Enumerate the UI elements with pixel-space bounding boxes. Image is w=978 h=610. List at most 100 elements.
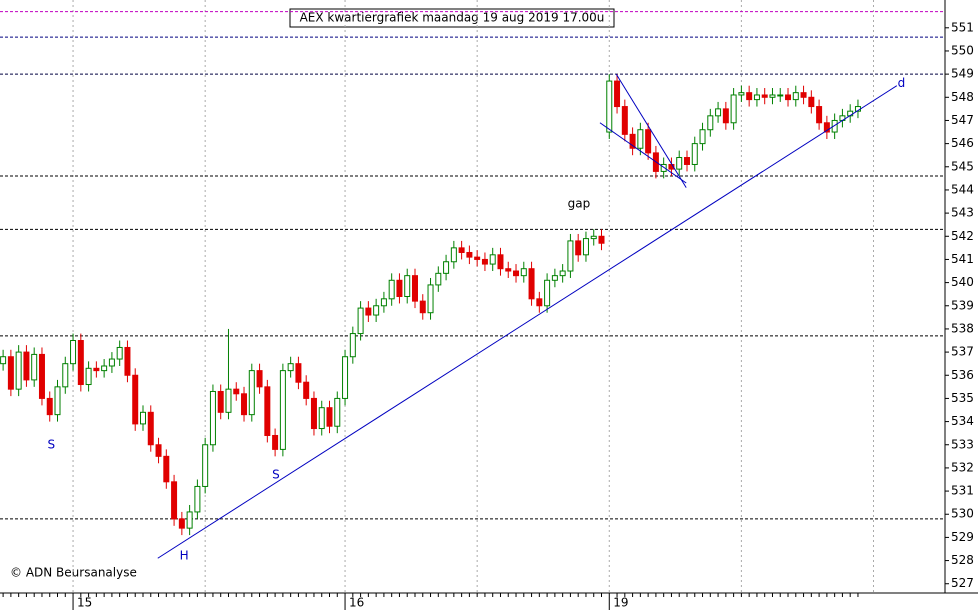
candle-body (15, 351, 22, 390)
y-tick-label: 539 (951, 298, 974, 312)
chart-title: AEX kwartiergrafiek maandag 19 aug 2019 … (300, 11, 605, 25)
source: © ADN Beursanalyse (10, 566, 137, 580)
y-tick-label: 531 (951, 484, 974, 498)
candle-body (582, 238, 589, 256)
candle-body (124, 346, 131, 376)
candle-body (411, 275, 418, 302)
candle-body (93, 367, 100, 372)
candle-body (458, 247, 465, 253)
candle-body (357, 307, 364, 335)
annotation: H (180, 548, 189, 562)
candle-body (598, 235, 605, 244)
y-tick-label: 542 (951, 229, 974, 243)
candle-body (396, 279, 403, 297)
candle-body (334, 397, 341, 427)
annotation: S (272, 467, 280, 481)
y-tick-label: 544 (951, 182, 974, 196)
candle-body (279, 370, 286, 450)
annotation: gap (568, 196, 591, 210)
candle-body (816, 106, 823, 124)
trend-line (615, 73, 687, 188)
candle-body (520, 268, 527, 277)
candle-body (606, 80, 613, 133)
candle-body (536, 298, 543, 307)
candle-body (777, 94, 784, 97)
candle-body (186, 511, 193, 529)
candle-body (295, 363, 302, 383)
candle-body (629, 133, 636, 149)
candle-body (54, 386, 61, 416)
candle-body (800, 92, 807, 98)
x-tick-label: 15 (77, 596, 92, 610)
candle-body (46, 397, 53, 416)
annotation: S (47, 437, 55, 451)
candle-body (753, 94, 760, 101)
candle-body (419, 300, 426, 314)
y-tick-label: 547 (951, 113, 974, 127)
trend-line (157, 85, 898, 559)
y-tick-label: 532 (951, 460, 974, 474)
candle-body (559, 270, 566, 277)
y-tick-label: 550 (951, 43, 974, 57)
candle-body (388, 279, 395, 300)
candle-body (443, 261, 450, 274)
candle-body (808, 96, 815, 108)
y-tick-label: 528 (951, 553, 974, 567)
candle-body (139, 411, 146, 425)
candle-body (326, 407, 333, 427)
y-tick-label: 548 (951, 90, 974, 104)
candle-body (450, 247, 457, 263)
candle-body (761, 94, 768, 98)
candle-body (513, 270, 520, 277)
candle-body (38, 353, 45, 399)
candle-body (225, 388, 232, 413)
candle-body (342, 356, 349, 399)
candle-body (497, 254, 504, 270)
candle-body (217, 390, 224, 413)
candle-body (108, 358, 115, 367)
candle-body (722, 108, 729, 124)
candle-body (303, 381, 310, 399)
candle-body (380, 298, 387, 307)
y-tick-label: 540 (951, 275, 974, 289)
candle-body (209, 390, 216, 446)
y-tick-label: 530 (951, 507, 974, 521)
candle-body (272, 434, 279, 450)
candle-body (233, 388, 240, 395)
candle-body (474, 256, 481, 260)
y-tick-label: 537 (951, 345, 974, 359)
y-tick-label: 543 (951, 206, 974, 220)
candle-body (551, 275, 558, 281)
y-tick-label: 527 (951, 576, 974, 590)
candle-body (0, 356, 7, 365)
candle-body (318, 407, 325, 430)
y-tick-label: 541 (951, 252, 974, 266)
title-box (289, 8, 615, 28)
y-tick-label: 545 (951, 159, 974, 173)
candle-body (248, 370, 255, 416)
candle-body (373, 305, 380, 316)
candle-body (575, 240, 582, 256)
candle-body (637, 129, 644, 149)
candle-body (287, 363, 294, 372)
candle-body (62, 363, 69, 388)
candle-body (365, 307, 372, 316)
candle-body (23, 351, 30, 381)
candle-body (241, 393, 248, 416)
candle-body (730, 94, 737, 124)
candle-body (505, 268, 512, 272)
candle-body (823, 122, 830, 133)
candle-body (785, 94, 792, 101)
candle-body (746, 92, 753, 101)
candle-body (481, 258, 488, 265)
y-tick-label: 534 (951, 414, 974, 428)
candle-body (660, 163, 667, 172)
candle-body (116, 346, 123, 360)
candle-body (349, 333, 356, 358)
candle-body (70, 340, 77, 365)
candle-body (715, 108, 722, 117)
y-tick-label: 551 (951, 20, 974, 34)
